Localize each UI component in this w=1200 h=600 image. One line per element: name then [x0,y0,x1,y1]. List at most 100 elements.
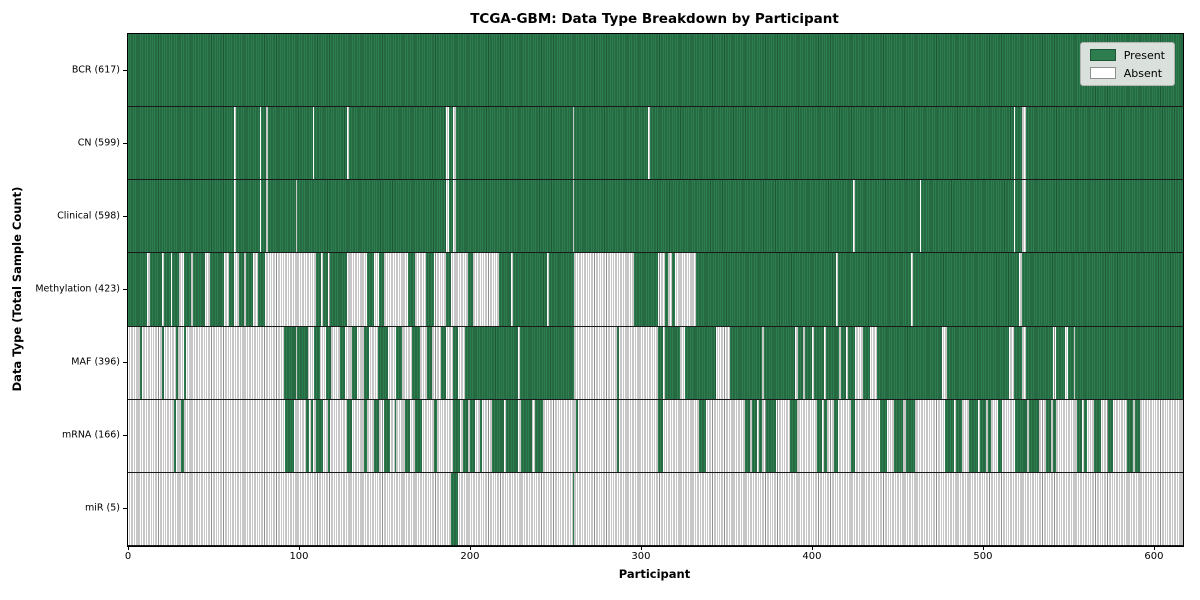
present-segment [1025,107,1183,180]
present-segment [463,399,469,472]
present-segment [316,399,323,472]
present-segment [469,399,476,472]
present-segment [377,326,388,399]
y-axis-label: Data Type (Total Sample Count) [10,186,24,392]
present-segment [150,253,163,326]
present-segment [1015,399,1028,472]
present-segment [1075,326,1183,399]
present-segment [1025,326,1054,399]
x-tick-label: 0 [124,551,132,562]
y-tick-label: MAF (396) [71,356,120,368]
x-tick-label: 500 [973,551,993,562]
present-segment [239,253,245,326]
present-segment [572,472,575,545]
present-segment [758,399,763,472]
present-segment [452,399,460,472]
present-segment [658,326,664,399]
x-tick-label: 300 [631,551,651,562]
present-segment [245,253,253,326]
chart-title: TCGA-GBM: Data Type Breakdown by Partici… [470,11,839,27]
present-segment [285,399,294,472]
present-segment [322,253,329,326]
present-segment [363,326,370,399]
present-segment [268,180,296,253]
present-segment [268,107,313,180]
present-segment [427,326,433,399]
row-MAF [128,326,1183,400]
present-segment [841,326,847,399]
y-tick-mark [123,142,127,144]
present-segment [863,326,871,399]
present-segment [894,399,903,472]
legend: Present Absent [1079,42,1175,86]
present-segment [449,180,453,253]
present-segment [574,107,648,180]
y-tick-mark [123,215,127,217]
present-segment [192,253,205,326]
y-tick-label: miR (5) [85,502,120,514]
present-segment [695,253,836,326]
present-segment [310,399,313,472]
present-segment [1056,326,1065,399]
present-segment [139,326,142,399]
present-segment [440,326,447,399]
y-tick-mark [123,69,127,71]
x-tick-mark [640,546,642,550]
x-tick-label: 600 [1144,551,1164,562]
x-tick-mark [298,546,300,550]
x-tick-mark [811,546,813,550]
present-segment [921,180,1014,253]
y-tick-label: mRNA (166) [61,429,120,441]
present-segment [979,399,987,472]
present-segment [314,107,347,180]
present-segment [548,253,575,326]
present-segment [1094,399,1101,472]
present-segment [408,253,416,326]
present-segment [575,399,578,472]
present-segment [1046,399,1052,472]
present-segment [261,107,267,180]
present-segment [446,253,452,326]
legend-entry-absent: Absent [1089,67,1165,79]
present-segment [468,253,474,326]
row-miR [128,472,1183,546]
present-segment [184,326,187,399]
present-segment [394,399,397,472]
present-segment [1053,399,1057,472]
present-segment [172,253,180,326]
present-segment [261,180,267,253]
present-segment [128,253,147,326]
present-segment [1029,399,1040,472]
present-segment [764,326,795,399]
y-tick-mark [123,508,127,510]
present-segment [451,472,458,545]
y-tick-mark [123,362,127,364]
present-segment [969,399,978,472]
present-segment [1015,107,1023,180]
present-segment [1076,399,1083,472]
present-segment [634,253,659,326]
x-tick-label: 200 [460,551,480,562]
present-segment [128,180,234,253]
present-segment [947,326,1009,399]
present-segment [314,326,320,399]
present-segment [210,253,224,326]
present-segment [415,399,423,472]
legend-entry-present: Present [1089,49,1165,61]
present-segment [363,399,368,472]
present-segment [340,326,346,399]
row-CN [128,107,1183,181]
present-segment [297,180,447,253]
present-segment [348,107,447,180]
present-segment [880,399,888,472]
present-segment [128,34,1183,107]
present-segment [649,107,1014,180]
present-segment [1135,399,1141,472]
y-tick-label: Methylation (423) [35,283,120,295]
present-segment [128,107,234,180]
present-segment [817,399,823,472]
present-segment [534,399,544,472]
row-Clinical [128,180,1183,254]
present-segment [499,253,511,326]
